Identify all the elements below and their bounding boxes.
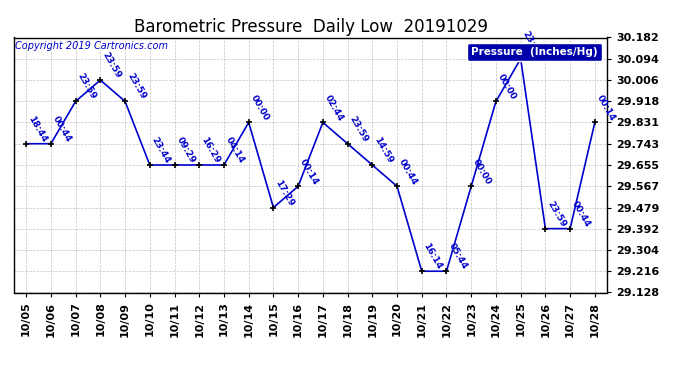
Legend: Pressure  (Inches/Hg): Pressure (Inches/Hg)	[467, 43, 602, 61]
Text: 00:44: 00:44	[51, 114, 73, 144]
Text: 00:44: 00:44	[397, 157, 419, 186]
Text: 04:14: 04:14	[224, 136, 246, 165]
Text: 23:59: 23:59	[521, 29, 543, 59]
Text: 23:59: 23:59	[125, 72, 147, 101]
Text: 23:44: 23:44	[150, 135, 172, 165]
Text: 00:14: 00:14	[298, 157, 320, 186]
Text: 14:59: 14:59	[373, 135, 395, 165]
Text: 23:59: 23:59	[545, 199, 568, 229]
Text: 00:00: 00:00	[471, 158, 493, 186]
Text: 02:44: 02:44	[323, 93, 345, 122]
Text: 09:29: 09:29	[175, 136, 197, 165]
Text: 00:00: 00:00	[496, 72, 518, 101]
Text: 16:14: 16:14	[422, 242, 444, 271]
Text: 00:44: 00:44	[570, 200, 592, 229]
Title: Barometric Pressure  Daily Low  20191029: Barometric Pressure Daily Low 20191029	[133, 18, 488, 36]
Text: 23:59: 23:59	[348, 114, 370, 144]
Text: Copyright 2019 Cartronics.com: Copyright 2019 Cartronics.com	[15, 41, 168, 51]
Text: 23:59: 23:59	[100, 51, 123, 80]
Text: 05:44: 05:44	[446, 242, 469, 271]
Text: 00:14: 00:14	[595, 93, 617, 122]
Text: 18:44: 18:44	[26, 114, 48, 144]
Text: 23:59: 23:59	[76, 72, 98, 101]
Text: 17:29: 17:29	[273, 178, 295, 208]
Text: 00:00: 00:00	[248, 93, 270, 122]
Text: 16:29: 16:29	[199, 136, 221, 165]
